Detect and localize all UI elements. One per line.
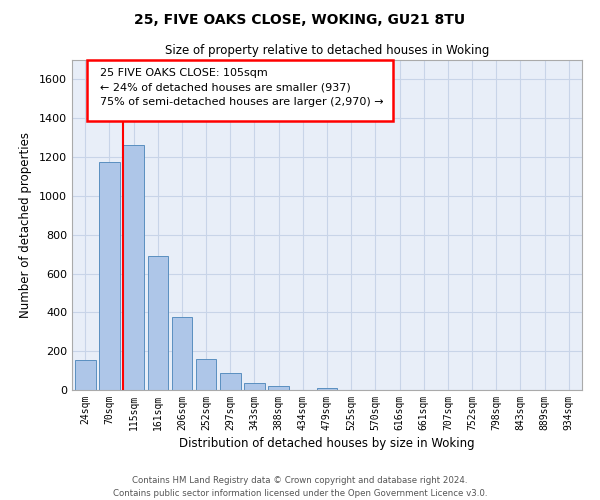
Text: Contains HM Land Registry data © Crown copyright and database right 2024.
Contai: Contains HM Land Registry data © Crown c… [113,476,487,498]
Bar [196,359,217,390]
Text: 25, FIVE OAKS CLOSE, WOKING, GU21 8TU: 25, FIVE OAKS CLOSE, WOKING, GU21 8TU [134,12,466,26]
Bar [172,317,192,390]
Bar [220,372,241,390]
X-axis label: Distribution of detached houses by size in Woking: Distribution of detached houses by size … [179,437,475,450]
Bar [317,388,337,390]
Bar [244,383,265,390]
Text: 25 FIVE OAKS CLOSE: 105sqm
← 24% of detached houses are smaller (937)
75% of sem: 25 FIVE OAKS CLOSE: 105sqm ← 24% of deta… [100,68,383,107]
Bar [75,360,95,390]
Bar [99,162,120,390]
Bar [148,256,168,390]
FancyBboxPatch shape [88,60,394,121]
Y-axis label: Number of detached properties: Number of detached properties [19,132,32,318]
Bar [268,386,289,390]
Bar [124,146,144,390]
Title: Size of property relative to detached houses in Woking: Size of property relative to detached ho… [165,44,489,58]
